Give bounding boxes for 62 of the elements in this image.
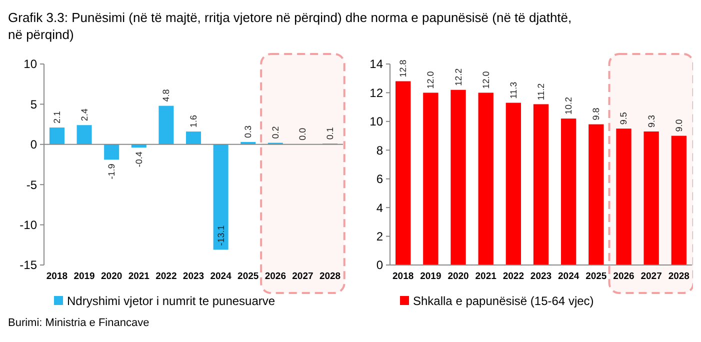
y-tick-label: 4 <box>376 200 384 215</box>
x-tick-label: 2019 <box>74 271 95 282</box>
data-label: 0.0 <box>298 128 308 140</box>
data-label: 4.8 <box>161 89 172 102</box>
data-label: -13.1 <box>216 225 226 246</box>
data-label: 9.5 <box>618 112 629 125</box>
x-tick-label: 2022 <box>156 271 177 282</box>
data-label: -1.9 <box>106 164 117 180</box>
x-tick-label: 2024 <box>210 271 232 282</box>
x-tick-label: 2025 <box>586 271 608 282</box>
y-tick-label: 12 <box>370 86 384 100</box>
x-tick-label: 2021 <box>475 271 498 282</box>
x-tick-label: 2028 <box>319 271 341 282</box>
data-label: -0.4 <box>134 152 144 168</box>
data-label: 12.8 <box>398 60 408 78</box>
text: Burimi: Ministria e Financave <box>8 317 150 329</box>
y-tick-label: -15 <box>20 258 38 272</box>
x-tick-label: 2028 <box>668 271 690 282</box>
data-label: 11.3 <box>508 82 518 99</box>
x-tick-label: 2021 <box>128 271 150 282</box>
y-tick-label: -10 <box>20 218 38 232</box>
data-label: 12.0 <box>426 71 436 89</box>
data-label: 2.4 <box>79 108 90 122</box>
data-label: 9.3 <box>646 114 656 128</box>
x-tick-label: 2019 <box>420 271 442 282</box>
y-tick-label: 0 <box>376 258 384 272</box>
chart-title: Grafik 3.3: Punësimi (në të majtë, rritja vjetore në përqind) dhe norma e papunësisë (në të djathtë, në përqind) <box>8 10 572 42</box>
legend-label: Ndryshimi vjetor i numrit te punesuarve <box>67 294 276 308</box>
x-tick-label: 2023 <box>530 271 552 282</box>
x-tick-label: 2020 <box>448 271 469 282</box>
y-tick-label: 5 <box>30 97 38 112</box>
x-tick-label: 2027 <box>292 271 314 282</box>
data-label: 10.2 <box>564 97 574 115</box>
data-label: 0.3 <box>243 125 254 138</box>
y-tick-label: 14 <box>370 57 384 72</box>
y-tick-label: 10 <box>24 57 38 72</box>
legend-label: Shkalla e papunësisë (15-64 vjec) <box>413 294 594 308</box>
y-tick-label: 8 <box>376 143 384 158</box>
y-tick-label: 6 <box>376 172 384 186</box>
x-tick-label: 2027 <box>640 271 662 282</box>
y-tick-label: 0 <box>30 138 38 152</box>
data-label: 0.2 <box>270 126 280 139</box>
x-tick-label: 2024 <box>558 271 580 282</box>
x-tick-label: 2023 <box>182 271 204 282</box>
x-tick-label: 2026 <box>264 271 286 282</box>
x-tick-label: 2020 <box>101 271 122 282</box>
x-tick-label: 2018 <box>46 271 68 282</box>
y-tick-label: 2 <box>376 229 384 244</box>
y-tick-label: -5 <box>26 178 38 192</box>
x-tick-label: 2026 <box>613 271 634 282</box>
data-label: 9.8 <box>591 108 602 120</box>
x-tick-label: 2022 <box>502 271 524 282</box>
data-label: 12.2 <box>453 68 464 86</box>
y-tick-label: 10 <box>370 114 384 129</box>
data-label: 0.1 <box>325 127 336 140</box>
data-label: 12.0 <box>480 71 491 89</box>
x-tick-label: 2025 <box>238 271 260 282</box>
data-label: 9.0 <box>674 119 684 132</box>
x-tick-label: 2018 <box>392 271 414 282</box>
data-label: 2.1 <box>52 111 62 124</box>
data-label: 11.2 <box>536 83 546 100</box>
data-label: 1.6 <box>188 115 198 128</box>
